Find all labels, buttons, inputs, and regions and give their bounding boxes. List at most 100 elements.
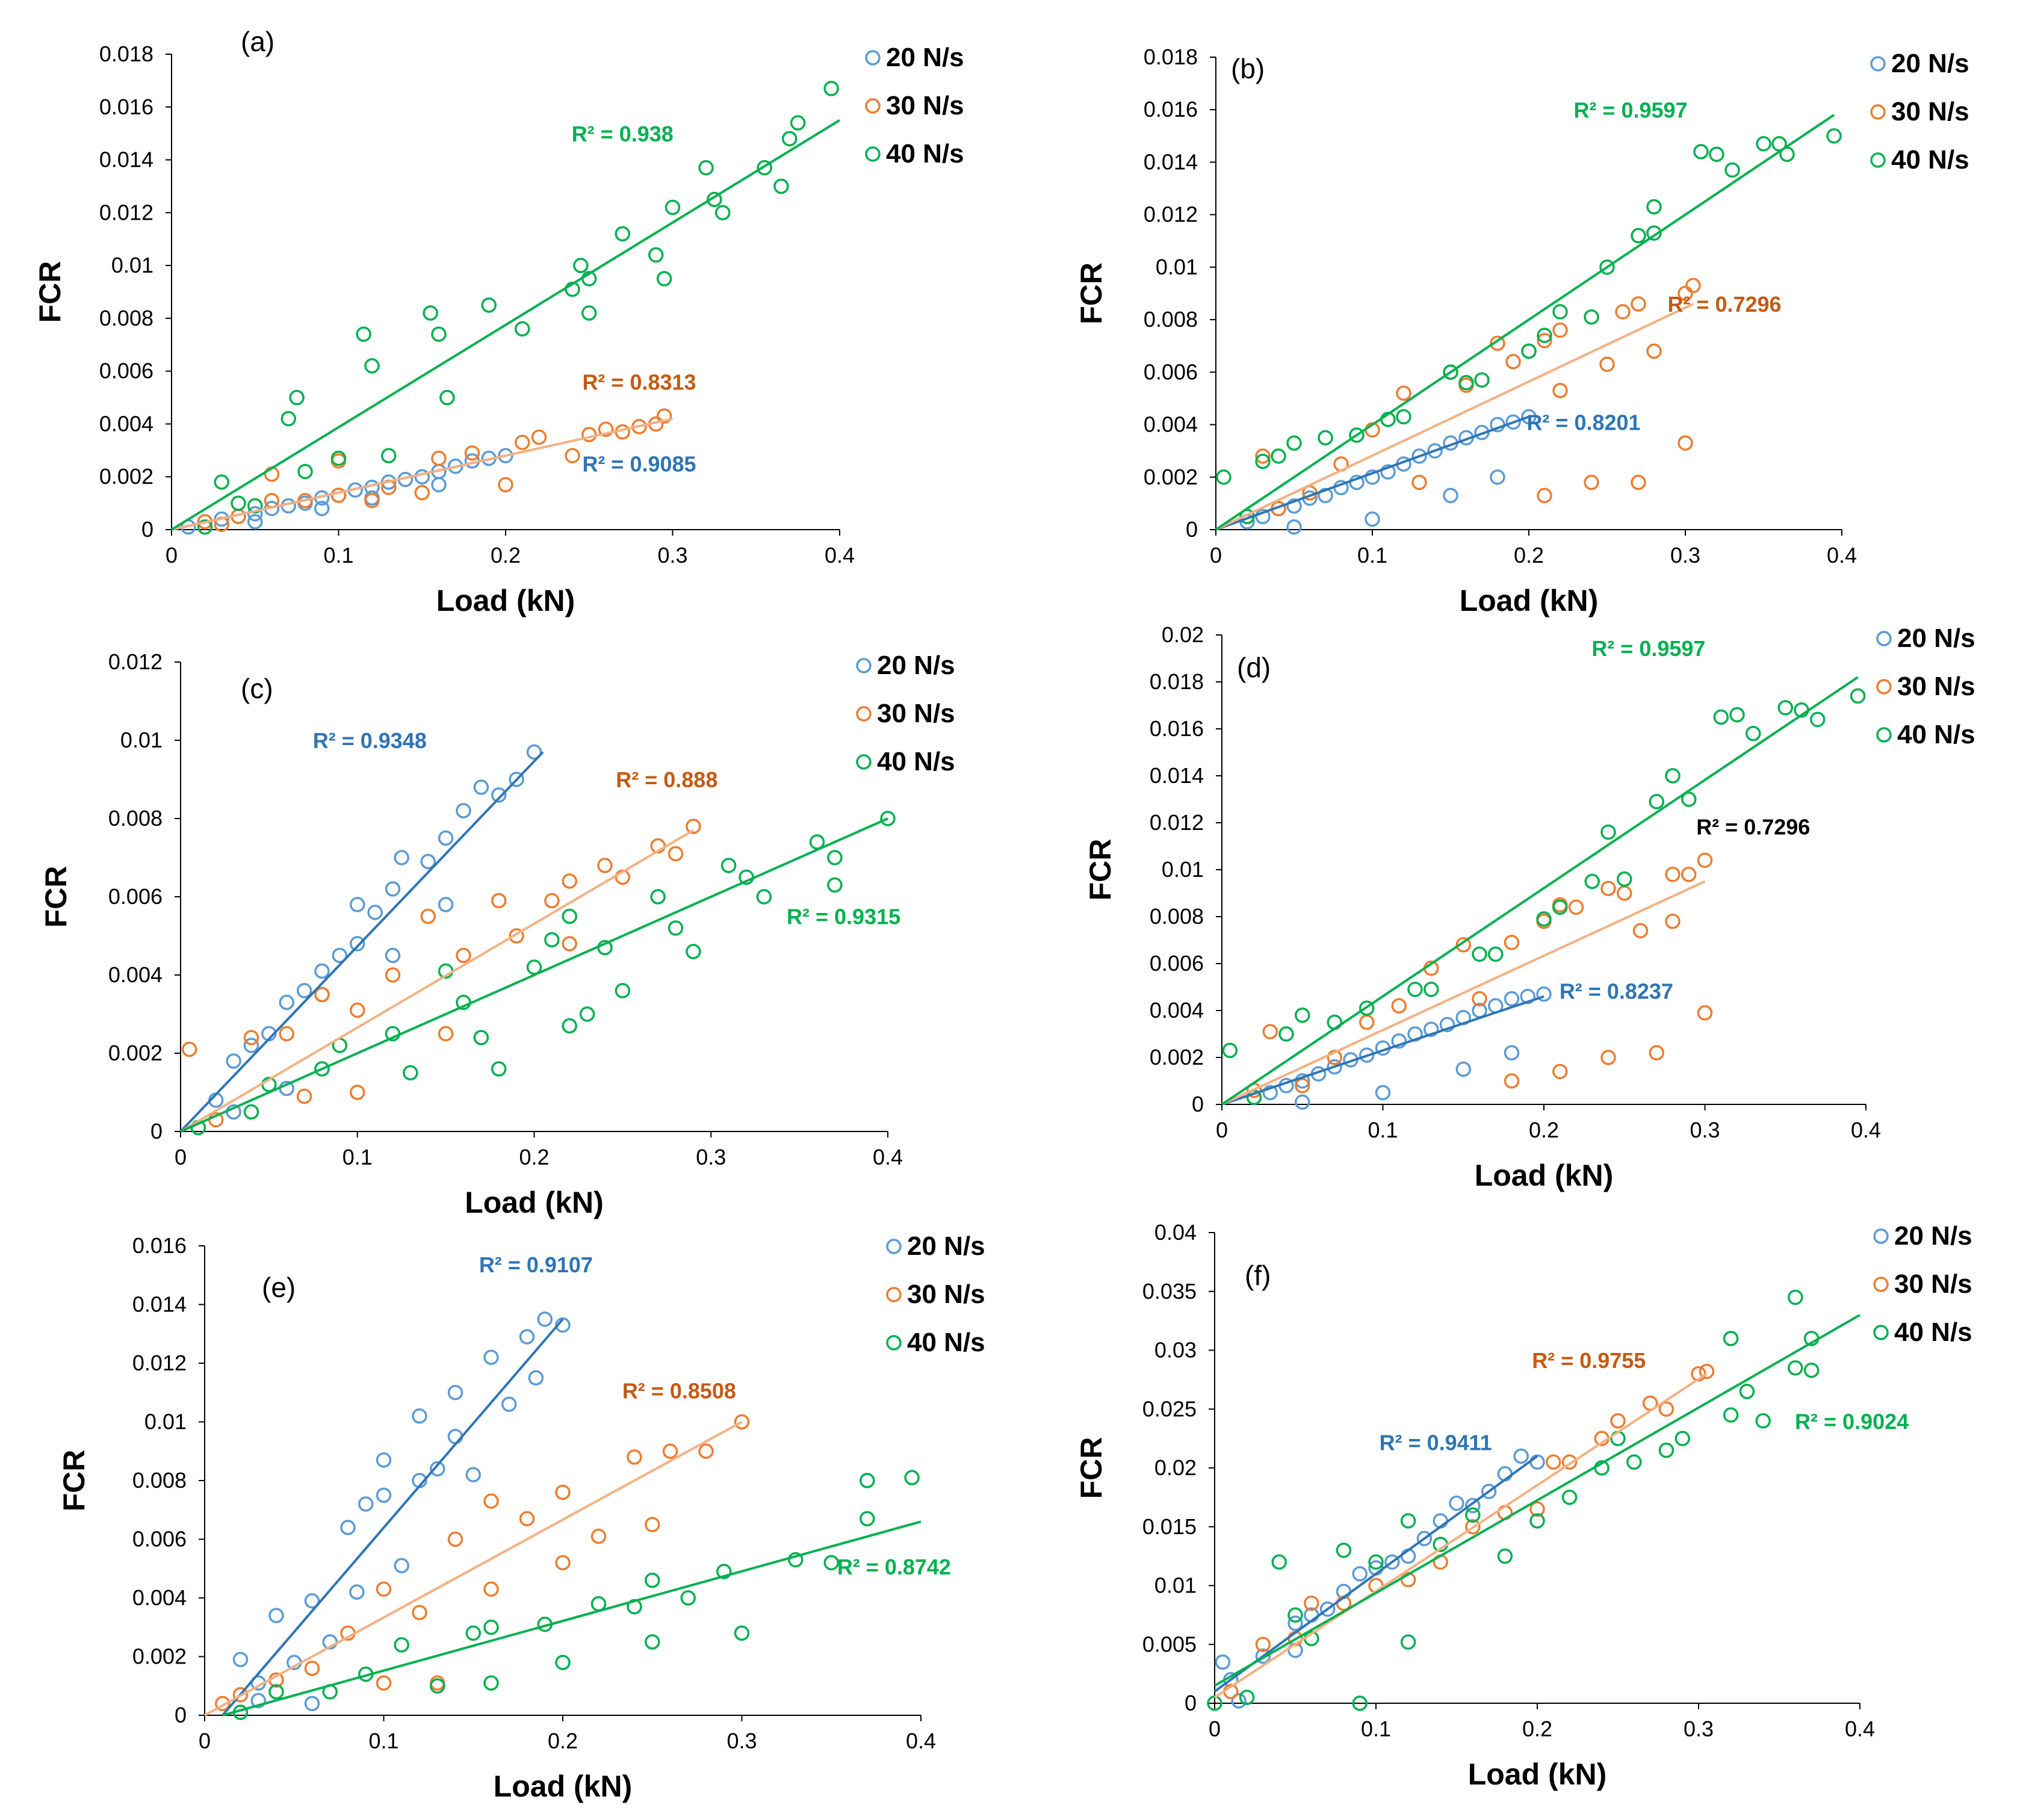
data-point (509, 928, 524, 944)
data-point (686, 819, 701, 834)
data-point (707, 191, 722, 208)
data-point (1649, 1045, 1664, 1060)
legend-marker (1876, 727, 1892, 743)
data-point (860, 1473, 875, 1488)
y-tick-label: 0.018 (99, 42, 153, 66)
y-tick-label: 0 (150, 1119, 163, 1144)
trendline-30 (1213, 1372, 1708, 1698)
x-tick-label: 0.1 (368, 1729, 398, 1753)
y-tick-label: 0.008 (1150, 904, 1204, 929)
x-tick-label: 0 (1216, 1118, 1228, 1142)
y-tick-label: 0.035 (1142, 1279, 1197, 1304)
x-axis-title: Load (kN) (436, 584, 575, 618)
data-point (1455, 937, 1471, 953)
data-point (1537, 488, 1552, 504)
data-point (1465, 1519, 1481, 1535)
y-tick-label: 0.018 (1144, 45, 1198, 69)
data-point (304, 1695, 320, 1712)
data-point (1713, 709, 1729, 725)
x-tick-label: 0.1 (323, 543, 353, 568)
y-tick-label: 0.006 (1150, 951, 1204, 976)
y-tick-label: 0.004 (132, 1585, 187, 1610)
data-point (1546, 1454, 1561, 1470)
series-30 (181, 819, 701, 1128)
data-point (350, 936, 365, 952)
trendline-40 (180, 817, 888, 1133)
data-point (1295, 1008, 1310, 1023)
trendline-30 (1215, 303, 1694, 531)
data-point (1424, 982, 1439, 997)
data-point (1697, 852, 1713, 868)
x-tick-label: 0 (175, 1145, 187, 1169)
data-point (1443, 488, 1458, 504)
y-tick-label: 0 (1192, 1092, 1204, 1116)
data-point (243, 1030, 259, 1045)
data-point (773, 178, 789, 194)
x-tick-label: 0.2 (548, 1729, 578, 1753)
data-point (1474, 372, 1490, 388)
y-tick-label: 0.02 (1154, 1455, 1197, 1480)
trendline-40 (170, 119, 841, 531)
panel-label: (d) (1237, 652, 1271, 683)
data-point (268, 1608, 284, 1623)
x-tick-label: 0 (1210, 543, 1222, 568)
data-point (243, 1038, 259, 1053)
y-tick-label: 0.008 (1144, 307, 1198, 332)
data-point (296, 983, 312, 998)
data-point (1391, 998, 1407, 1014)
data-point (430, 1461, 445, 1477)
data-point (1336, 1543, 1352, 1558)
x-tick-label: 0.2 (1522, 1716, 1552, 1741)
data-point (590, 1596, 607, 1612)
data-point (1365, 511, 1380, 527)
data-point (1439, 1017, 1455, 1033)
data-point (1561, 1490, 1578, 1505)
data-point (1349, 427, 1365, 443)
data-point (1788, 1360, 1803, 1376)
data-point (491, 787, 507, 803)
data-point (1675, 1431, 1690, 1446)
data-point (394, 1637, 409, 1653)
trendline-40 (1214, 1314, 1860, 1687)
data-point (483, 1675, 499, 1691)
x-tick-label: 0.3 (1670, 543, 1700, 568)
x-tick-label: 0.4 (825, 543, 855, 568)
data-point (1262, 1085, 1278, 1101)
data-point (1286, 435, 1302, 451)
data-point (423, 305, 438, 321)
series-40 (1216, 128, 1842, 524)
y-tick-label: 0.016 (1150, 716, 1204, 741)
data-point (1681, 867, 1697, 882)
data-point (1537, 333, 1552, 348)
data-point (215, 1695, 231, 1712)
data-point (403, 1065, 418, 1081)
x-axis-title: Load (kN) (1475, 1159, 1614, 1192)
data-point (431, 326, 447, 342)
data-point (880, 811, 896, 826)
trendline-30 (179, 829, 694, 1133)
panel-b: 0 0.002 0.004 0.006 0.008 0.01 0.012 0.014 0.016… (1074, 45, 1969, 618)
data-point (501, 1396, 517, 1412)
data-point (1599, 259, 1615, 275)
data-point (431, 450, 447, 466)
data-point (615, 983, 631, 998)
data-point (483, 1493, 499, 1509)
data-point (349, 1584, 365, 1600)
trendline-40 (222, 1520, 922, 1716)
legend-label: 30 N/s (886, 91, 964, 120)
data-point (297, 463, 313, 480)
data-point (734, 1414, 750, 1430)
data-point (447, 1385, 463, 1401)
data-point (1490, 335, 1505, 351)
data-point (498, 477, 513, 493)
data-point (1215, 1654, 1231, 1670)
data-point (720, 858, 737, 873)
data-point (1222, 1042, 1238, 1059)
data-point (1400, 1513, 1416, 1529)
legend-marker (1873, 1325, 1889, 1340)
data-point (788, 1552, 804, 1568)
data-point (1665, 768, 1681, 784)
data-point (555, 1654, 571, 1670)
x-tick-label: 0.3 (657, 543, 687, 568)
data-point (314, 986, 330, 1003)
